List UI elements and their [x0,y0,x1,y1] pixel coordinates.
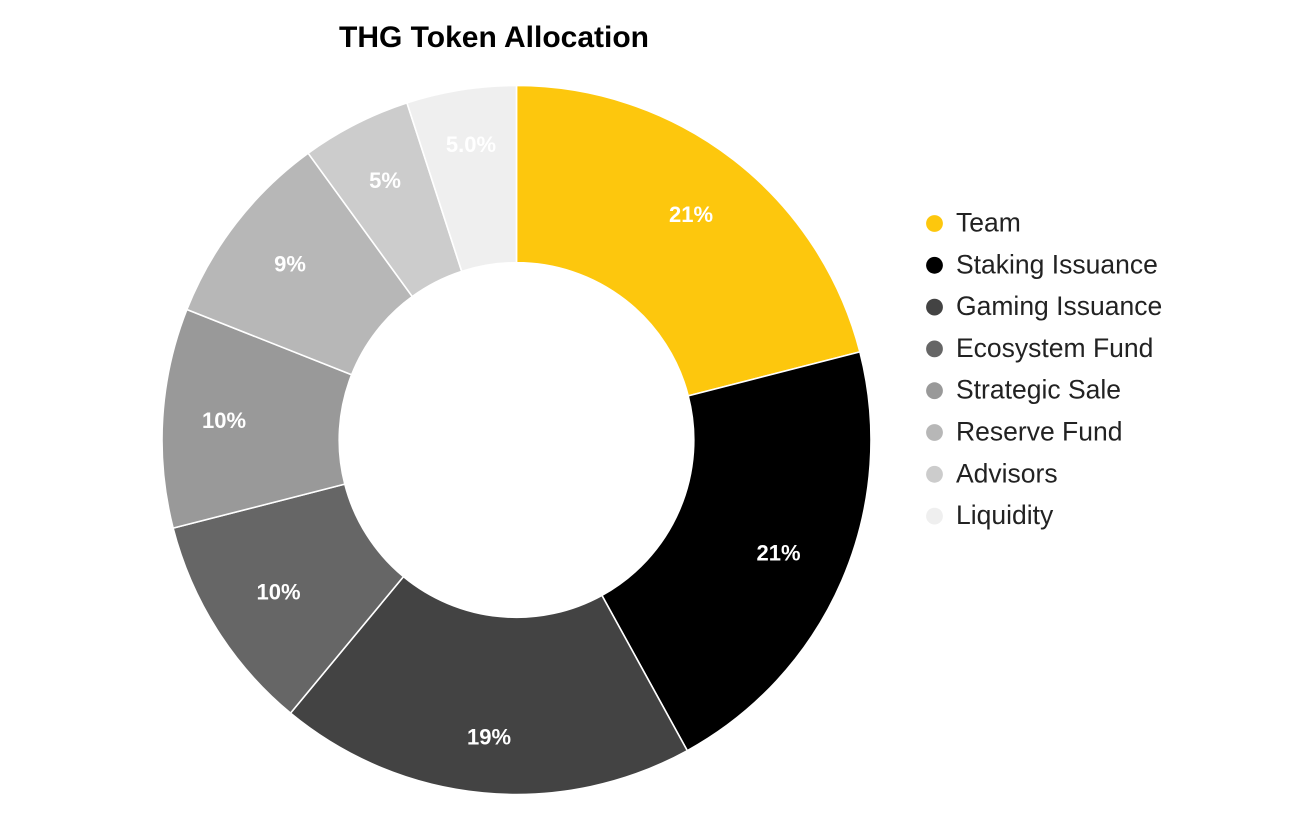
svg-text:10%: 10% [256,580,300,605]
svg-text:5%: 5% [369,168,401,193]
svg-text:5.0%: 5.0% [446,132,496,157]
svg-text:19%: 19% [467,725,511,750]
svg-text:21%: 21% [669,202,713,227]
svg-text:9%: 9% [274,252,306,277]
svg-text:Strategic Sale: Strategic Sale [956,375,1121,405]
svg-text:Reserve Fund: Reserve Fund [956,417,1122,447]
svg-text:THG Token Allocation: THG Token Allocation [339,21,649,54]
svg-text:10%: 10% [202,408,246,433]
svg-text:21%: 21% [756,541,800,566]
svg-text:Ecosystem Fund: Ecosystem Fund [956,333,1153,363]
svg-text:Gaming Issuance: Gaming Issuance [956,291,1162,321]
svg-text:Team: Team [956,208,1021,238]
svg-text:Advisors: Advisors [956,458,1058,488]
svg-text:Liquidity: Liquidity [956,500,1054,530]
svg-text:Staking Issuance: Staking Issuance [956,249,1158,279]
